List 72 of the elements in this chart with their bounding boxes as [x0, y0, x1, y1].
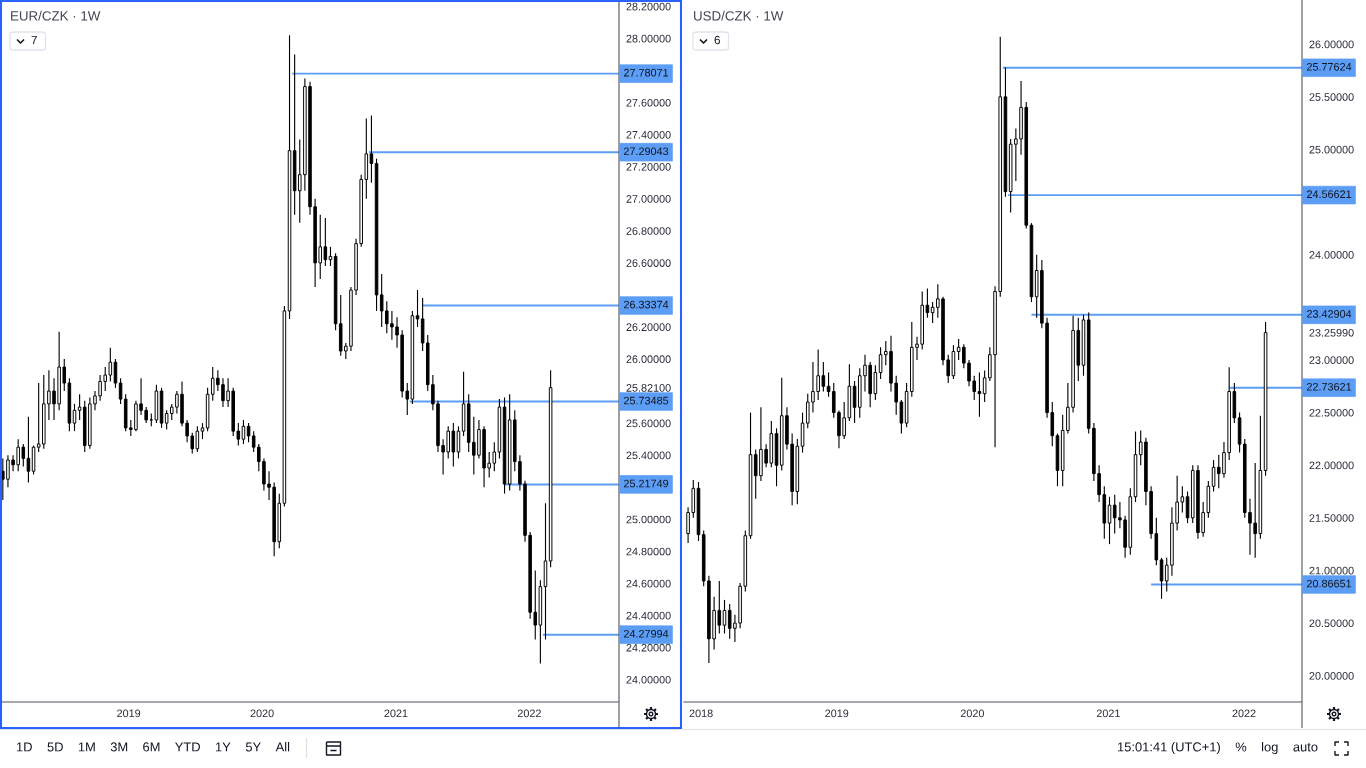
y-tick-label: 20.50000 — [1309, 619, 1354, 628]
annotation: 7 — [31, 35, 37, 45]
candlestick — [246, 422, 251, 443]
text: 1Y — [215, 742, 231, 752]
y-tick-label: 23.00000 — [1309, 356, 1354, 364]
y-tick-label: 26.00000 — [626, 355, 671, 364]
text: All — [275, 741, 290, 752]
data-label: 24.27994 — [623, 629, 669, 638]
y-tick-label: 25.00000 — [626, 515, 671, 524]
annotation: 6 — [714, 35, 720, 45]
x-tick-label: 2019 — [117, 709, 141, 718]
y-tick-label: 24.20000 — [626, 643, 671, 652]
data-label: 20.86651 — [1306, 579, 1352, 588]
text: USD/CZK · 1W — [694, 10, 784, 21]
text: auto — [1293, 742, 1318, 752]
y-tick-label: 20.00000 — [1309, 672, 1354, 680]
data-label: 23.42904 — [1306, 310, 1352, 318]
text: log — [1262, 741, 1278, 755]
candlestick — [369, 114, 374, 184]
y-tick-label: 25.60000 — [626, 419, 671, 428]
y-tick-label: 21.50000 — [1309, 514, 1354, 522]
text: 15:01:41 (UTC+1) — [1118, 741, 1220, 755]
text: % — [1235, 742, 1247, 752]
y-tick-label: 25.82100 — [626, 384, 671, 392]
y-tick-label: 24.00000 — [626, 675, 671, 684]
x-tick-label: 2022 — [1232, 709, 1256, 718]
x-tick-label: 2020 — [960, 709, 984, 718]
y-tick-label: 26.20000 — [626, 323, 671, 331]
y-tick-label: 26.80000 — [626, 227, 671, 235]
x-tick-label: 2019 — [825, 709, 849, 718]
x-tick-label: 2021 — [384, 709, 408, 718]
y-tick-label: 24.00000 — [1309, 251, 1354, 259]
data-label: 25.77624 — [1306, 62, 1352, 71]
y-tick-label: 25.40000 — [626, 451, 671, 460]
x-tick-label: 2020 — [250, 709, 274, 718]
text: EUR/CZK · 1W — [11, 10, 101, 21]
x-tick-label: 2022 — [517, 709, 541, 718]
text: 5Y — [245, 742, 261, 752]
y-tick-label: 22.00000 — [1309, 461, 1354, 470]
y-tick-label: 24.40000 — [626, 611, 671, 620]
y-tick-label: 25.00000 — [1309, 145, 1354, 154]
text: 3M — [110, 742, 128, 752]
y-tick-label: 27.60000 — [626, 98, 671, 107]
y-tick-label: 27.40000 — [626, 130, 671, 139]
text: 6M — [143, 742, 160, 752]
y-tick-label: 21.00000 — [1309, 566, 1354, 575]
y-tick-label: 24.80000 — [626, 547, 671, 556]
text: 1M — [78, 742, 95, 752]
data-label: 27.78071 — [623, 68, 669, 77]
y-tick-label: 28.20000 — [626, 2, 671, 11]
y-tick-label: 23.25990 — [1309, 328, 1354, 337]
y-tick-label: 22.50000 — [1309, 408, 1354, 417]
y-tick-label: 27.00000 — [626, 195, 671, 203]
text: 1D — [16, 742, 32, 752]
data-label: 26.33374 — [623, 300, 669, 309]
x-tick-label: 2021 — [1096, 709, 1120, 718]
x-tick-label: 2018 — [689, 709, 713, 718]
candlestick — [456, 425, 461, 459]
y-tick-label: 27.20000 — [626, 163, 671, 171]
y-tick-label: 24.60000 — [626, 579, 671, 588]
y-tick-label: 28.00000 — [626, 34, 671, 43]
data-label: 27.29043 — [623, 147, 669, 156]
candlestick — [415, 289, 420, 328]
text: 5D — [47, 742, 63, 752]
y-tick-label: 25.50000 — [1309, 93, 1354, 101]
data-label: 25.73485 — [623, 396, 669, 405]
data-label: 22.73621 — [1306, 382, 1352, 391]
data-label: 25.21749 — [623, 479, 669, 488]
data-label: 24.56621 — [1306, 190, 1352, 199]
y-tick-label: 26.60000 — [626, 259, 671, 267]
y-tick-label: 26.00000 — [1309, 40, 1354, 49]
text: YTD — [175, 742, 200, 752]
